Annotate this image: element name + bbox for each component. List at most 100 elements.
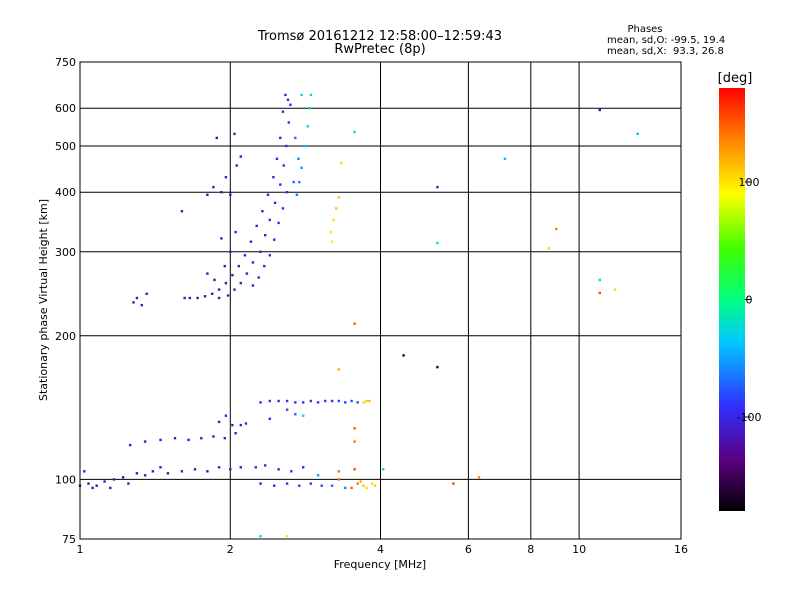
stats-line-x: mean, sd,X: 93.3, 26.8 [607,46,724,57]
echo-point [279,136,282,140]
y-tick-label: 600 [55,102,76,115]
echo-point [217,466,221,469]
x-tick-label: 10 [572,543,586,556]
x-axis-label: Frequency [MHz] [334,558,426,571]
echo-point [294,401,297,404]
echo-point [308,107,311,110]
echo-point [353,322,356,325]
echo-point [187,438,190,442]
echo-point [237,264,240,268]
echo-point [229,193,232,196]
echo-point [223,437,226,440]
echo-point [135,296,139,300]
echo-point [151,470,155,473]
colorbar-tick-label: -100 [737,411,762,424]
echo-point [368,399,371,403]
echo-point [356,482,359,485]
echo-point [402,354,405,357]
echo-point [212,435,215,438]
echo-point [273,484,276,487]
echo-point [340,162,343,165]
echo-point [268,399,271,403]
echo-point [217,420,221,424]
echo-point [316,474,320,477]
echo-point [132,301,135,304]
echo-point [224,281,228,285]
echo-point [285,482,289,485]
echo-point [127,482,130,485]
echo-point [203,295,207,298]
echo-point [306,125,309,128]
echo-point [294,413,297,416]
echo-point [273,238,276,241]
colorbar-ticks: 100 0 -100 [737,176,762,424]
echo-point [239,423,242,427]
echo-point [180,210,184,213]
echo-point [261,210,264,213]
x-tick-label: 1 [77,543,84,556]
echo-point [257,276,260,279]
echo-point [309,399,312,403]
echo-point [220,237,223,240]
echo-point [282,164,285,167]
echo-point [337,478,340,481]
echo-point [547,247,551,250]
echo-point [166,472,170,475]
echo-point [297,157,300,160]
echo-point [330,484,334,487]
echo-point [145,292,148,295]
echo-point [303,144,306,148]
echo-point [239,466,242,469]
echo-point [188,296,192,300]
echo-point [264,464,267,467]
echo-point [226,294,230,297]
echo-point [231,423,234,427]
echo-point [337,368,340,371]
echo-point [231,274,234,277]
echo-point [477,476,481,479]
y-tick-label: 75 [62,533,76,546]
echo-point [359,480,362,483]
echo-point [337,470,340,473]
echo-point [598,278,601,282]
echo-point [353,468,356,471]
echo-point [264,234,267,237]
echo-point [213,278,216,282]
echo-point [109,486,112,490]
echo-point [223,264,226,268]
echo-point [159,438,162,442]
echo-point [224,414,228,417]
echo-point [286,98,290,101]
echo-point [128,443,132,447]
y-tick-label: 100 [55,473,76,486]
echo-point [329,230,332,234]
echo-point [281,207,285,210]
echo-point [598,291,601,295]
echo-point [121,476,125,479]
echo-point [245,272,249,275]
echo-point [87,482,90,485]
x-tick-label: 4 [377,543,384,556]
echo-point [217,288,221,291]
echo-point [365,399,368,403]
stats-heading: Phases [627,24,662,35]
echo-point [193,468,197,471]
chart-subtitle: RwPretec (8p) [334,42,425,57]
echo-point [302,414,305,417]
y-tick-label: 300 [55,246,76,259]
echo-point [371,482,374,485]
echo-point [275,157,279,160]
x-tick-label: 6 [465,543,472,556]
echo-point [335,207,338,210]
echo-point [229,468,232,471]
echo-point [266,193,270,196]
echo-point [353,427,356,430]
echo-point [200,437,203,440]
y-tick-label: 400 [55,186,76,199]
echo-point [503,157,507,160]
echo-point [259,482,262,485]
y-tick-labels: 75 100 200 300 400 500 600 750 [55,56,76,546]
echo-point [159,466,162,469]
echo-point [300,166,303,169]
x-tick-label: 2 [227,543,234,556]
